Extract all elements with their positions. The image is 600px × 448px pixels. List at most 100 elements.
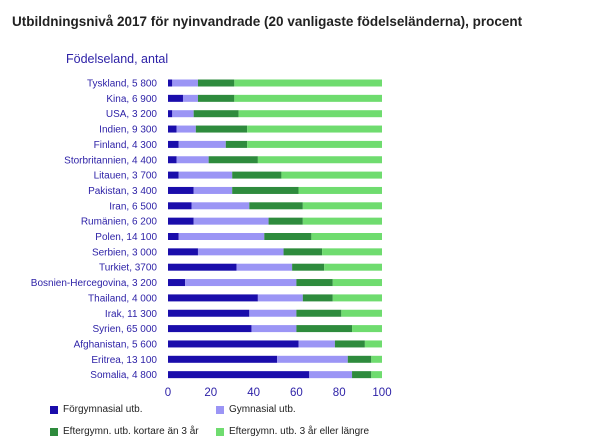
bar-segment [257,294,303,302]
bar-segment [168,156,177,164]
legend-swatch [216,405,224,414]
bar-segment [168,217,194,225]
bar-segment [341,309,382,317]
y-axis-label: Födelseland, antal [66,52,169,66]
bar-segment [247,125,382,133]
bar-segment [172,110,194,118]
x-tick-label: 80 [333,387,346,399]
bar-segment [352,325,382,333]
bar-segment [168,125,177,133]
bar-segment [185,279,297,287]
bar-segment [168,279,186,287]
category-label: Thailand, 4 000 [88,293,157,304]
bar-segment [168,94,183,102]
bar-segment [249,309,297,317]
bar-segment [302,202,382,210]
category-label: Syrien, 65 000 [93,324,158,335]
category-label: Storbritannien, 4 400 [64,155,157,166]
bar-segment [168,325,252,333]
bar-segment [197,79,235,87]
bar-segment [257,156,382,164]
bar-segment [172,79,198,87]
bar-segment [176,125,196,133]
bar-segment [332,294,382,302]
bar-segment [322,248,382,256]
bar-segment [352,371,372,379]
x-tick-label: 0 [165,387,171,399]
legend-swatch [50,427,58,436]
bar-segment [178,171,233,179]
bar-segment [371,355,382,363]
category-label: USA, 3 200 [106,109,158,120]
bar-segment [302,294,333,302]
bar-segment [309,371,353,379]
x-tick-label: 40 [247,387,260,399]
category-label: Indien, 9 300 [99,125,157,136]
legend-item: Förgymnasial utb. [50,404,142,415]
legend-label: Förgymnasial utb. [63,404,143,415]
bar-segment [168,140,179,148]
bar-segment [193,186,233,194]
x-tick-label: 20 [204,387,217,399]
bar-segment [168,202,192,210]
bar-segment [298,340,335,348]
bar-segment [264,233,312,240]
bar-segment [371,371,382,379]
bar-segment [277,355,348,363]
bar-segment [298,186,382,194]
legend-label: Eftergymn. utb. 3 år eller längre [229,426,370,437]
bar-segment [197,248,284,256]
bars-layer [168,79,382,379]
bar-segment [332,279,382,287]
bar-segment [296,325,353,333]
bar-segment [232,171,282,179]
bar-segment [251,325,297,333]
bar-segment [168,110,173,118]
bar-segment [347,355,372,363]
bar-segment [208,156,258,164]
bar-segment [281,171,382,179]
category-label: Eritrea, 13 100 [91,355,157,366]
bar-segment [234,94,382,102]
bar-segment [191,202,250,210]
bar-segment [168,233,179,240]
bar-segment [225,140,248,148]
category-label: Iran, 6 500 [109,201,157,212]
bar-segment [232,186,299,194]
bar-segment [197,94,235,102]
bar-segment [168,294,258,302]
legend-item: Gymnasial utb. [216,404,296,415]
bar-segment [168,263,237,271]
bar-segment [311,233,382,240]
bar-segment [238,110,382,118]
legend-swatch [216,427,224,436]
category-label: Afghanistan, 5 600 [74,339,158,350]
bar-segment [168,186,194,194]
bar-segment [302,217,382,225]
chart-title: Utbildningsnivå 2017 för nyinvandrade (2… [12,14,523,29]
legend-label: Gymnasial utb. [229,404,296,415]
category-label: Finland, 4 300 [94,140,158,151]
x-tick-label: 60 [290,387,303,399]
bar-segment [168,248,198,256]
bar-segment [168,371,310,379]
x-tick-labels: 0 20 40 60 80 100 [165,387,392,399]
bar-segment [193,217,269,225]
bar-segment [247,140,382,148]
category-label: Polen, 14 100 [95,232,157,243]
category-label: Irak, 11 300 [105,309,158,320]
bar-segment [168,340,299,348]
category-label: Tyskland, 5 800 [87,79,157,90]
category-label: Turkiet, 3700 [99,263,157,274]
bar-segment [236,263,293,271]
legend-item: Eftergymn. utb. 3 år eller längre [216,426,369,437]
category-label: Serbien, 3 000 [92,247,157,258]
bar-segment [168,355,278,363]
legend-swatch [50,405,58,414]
bar-segment [168,79,173,87]
bar-segment [168,171,179,179]
bar-segment [364,340,382,348]
x-tick-label: 100 [372,387,391,399]
bar-segment [324,263,382,271]
bar-segment [292,263,325,271]
